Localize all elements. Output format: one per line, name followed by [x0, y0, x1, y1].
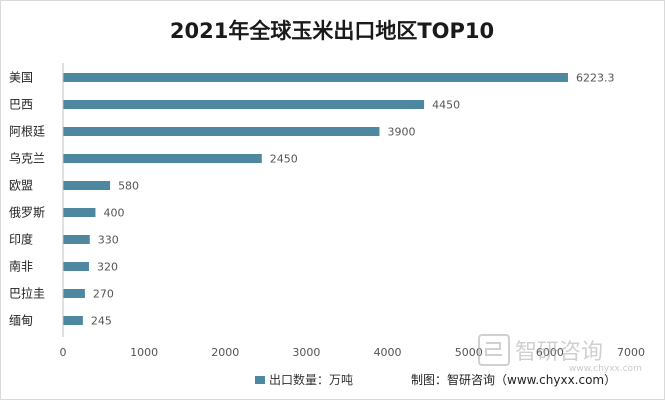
legend: 出口数量：万吨	[255, 372, 353, 387]
category-label: 欧盟	[9, 179, 33, 193]
source-credit: 制图：智研咨询（www.chyxx.com）	[411, 372, 616, 387]
watermark-text: 智研咨询	[515, 340, 603, 365]
category-label: 巴拉圭	[9, 286, 45, 301]
category-label: 缅甸	[9, 314, 33, 328]
value-label: 400	[103, 207, 124, 220]
value-label: 320	[97, 261, 118, 274]
value-label: 3900	[387, 126, 415, 139]
category-label: 俄罗斯	[9, 206, 45, 220]
bar-2	[63, 100, 425, 109]
bars	[63, 73, 568, 325]
bar-8	[63, 262, 89, 271]
bar-1	[63, 73, 568, 82]
category-label: 印度	[9, 232, 33, 247]
value-label: 580	[118, 180, 139, 193]
bar-9	[63, 289, 85, 298]
x-tick-label: 7000	[617, 346, 645, 359]
bar-10	[63, 316, 83, 325]
watermark-logo-icon	[478, 334, 510, 366]
x-tick-label: 5000	[455, 346, 483, 359]
value-label: 245	[91, 315, 112, 328]
chart-title: 2021年全球玉米出口地区TOP10	[170, 19, 494, 43]
legend-label: 出口数量：万吨	[269, 372, 353, 387]
category-label: 南非	[9, 259, 33, 274]
watermark-url: www.chyxx.com	[569, 364, 642, 374]
category-label: 巴西	[9, 98, 33, 112]
category-label: 乌克兰	[9, 151, 45, 166]
value-labels: 6223.3 4450 3900 2450 580 400 330 320 270 245	[91, 72, 615, 328]
x-tick-labels: 0 1000 2000 3000 4000 5000 6000 7000	[60, 346, 646, 359]
x-tick-label: 1000	[130, 346, 158, 359]
bar-3	[63, 127, 380, 136]
x-tick-label: 2000	[211, 346, 239, 359]
x-tick-label: 0	[60, 346, 67, 359]
value-label: 4450	[432, 99, 460, 112]
bar-7	[63, 235, 90, 244]
value-label: 6223.3	[576, 72, 615, 85]
x-tick-label: 3000	[292, 346, 320, 359]
bar-4	[63, 154, 262, 163]
watermark: 智研咨询 www.chyxx.com	[478, 334, 642, 374]
category-label: 美国	[9, 71, 33, 85]
category-label: 阿根廷	[9, 125, 45, 139]
value-label: 330	[98, 234, 119, 247]
x-tick-label: 4000	[374, 346, 402, 359]
value-label: 270	[93, 288, 114, 301]
x-tick-label: 6000	[536, 346, 564, 359]
bar-6	[63, 208, 96, 217]
bar-5	[63, 181, 111, 190]
legend-swatch	[255, 376, 265, 384]
value-label: 2450	[270, 153, 298, 166]
